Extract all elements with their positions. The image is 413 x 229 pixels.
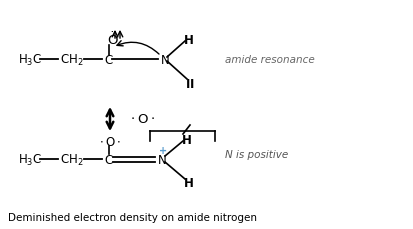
Text: N is positive: N is positive — [225, 149, 288, 159]
Text: Deminished electron density on amide nitrogen: Deminished electron density on amide nit… — [8, 212, 257, 222]
Text: $\bf H$: $\bf H$ — [183, 33, 193, 46]
Text: $\rm N$: $\rm N$ — [160, 53, 170, 66]
Text: $\rm \cdot O \cdot$: $\rm \cdot O \cdot$ — [97, 135, 121, 148]
Text: $\rm H_3C$: $\rm H_3C$ — [18, 152, 42, 167]
Text: $\bf H$: $\bf H$ — [183, 177, 193, 190]
Text: $\rm C$: $\rm C$ — [104, 153, 114, 166]
Text: $\bf +$: $\bf +$ — [157, 145, 169, 156]
Text: amide resonance: amide resonance — [225, 55, 315, 65]
Text: $\rm H_3C$: $\rm H_3C$ — [18, 52, 42, 67]
Text: $\rm CH_2$: $\rm CH_2$ — [60, 52, 83, 67]
Text: $\bf II$: $\bf II$ — [185, 77, 195, 90]
Text: $\rm C$: $\rm C$ — [104, 53, 114, 66]
Text: $\rm \ddot{O}$: $\rm \ddot{O}$ — [107, 32, 119, 48]
Text: $\rm CH_2$: $\rm CH_2$ — [60, 152, 83, 167]
Text: $\bf H$: $\bf H$ — [180, 133, 191, 146]
Text: $\rm \cdot O \cdot$: $\rm \cdot O \cdot$ — [128, 113, 155, 126]
Text: $\rm N$: $\rm N$ — [157, 153, 166, 166]
